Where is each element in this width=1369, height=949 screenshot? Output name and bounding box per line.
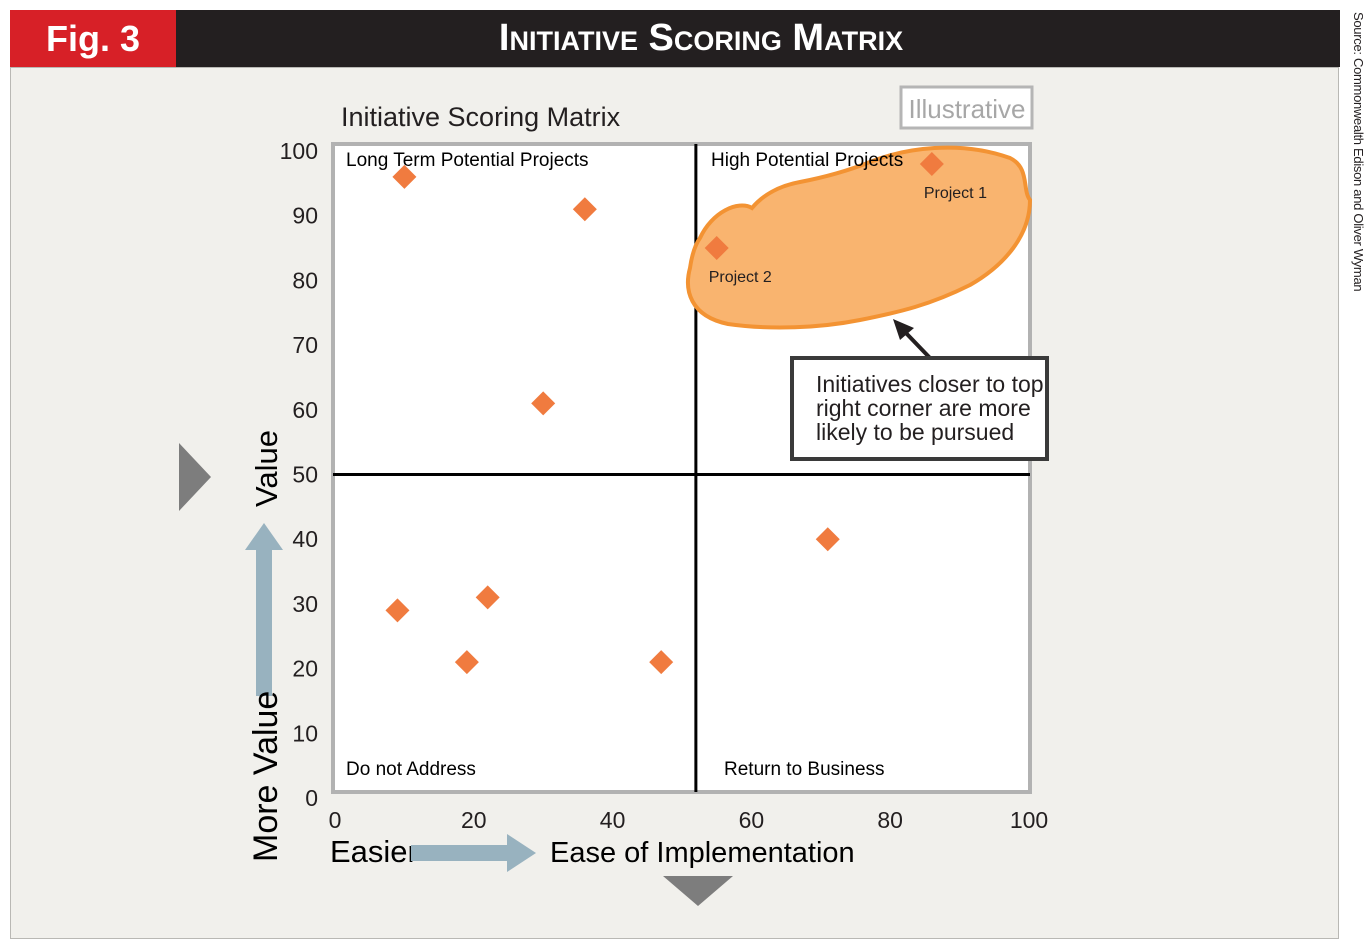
figure-number: Fig. 3 xyxy=(10,10,176,67)
y-tick-label: 40 xyxy=(292,526,318,552)
data-point-marker xyxy=(919,151,944,176)
y-tick-labels: 0 10 20 30 40 50 60 70 80 90 100 xyxy=(280,138,318,811)
data-point-marker xyxy=(815,527,840,552)
figure-banner xyxy=(10,10,1340,67)
y-tick-label: 70 xyxy=(292,332,318,358)
x-tick-labels: 0 20 40 60 80 100 xyxy=(329,807,1049,833)
y-tick-label: 0 xyxy=(305,785,318,811)
high-potential-highlight xyxy=(686,145,1033,330)
y-tick-label: 10 xyxy=(292,720,318,746)
x-tick-label: 0 xyxy=(329,807,342,833)
data-point-label: Project 1 xyxy=(924,185,987,202)
annotation-line-1: Initiatives closer to top xyxy=(816,371,1044,397)
right-arrow-icon xyxy=(507,834,536,872)
annotation-line-2: right corner are more xyxy=(816,395,1031,421)
source-credit: Source: Commonwealth Edison and Oliver W… xyxy=(1351,12,1366,292)
data-point-marker xyxy=(572,197,597,222)
data-point-marker xyxy=(704,236,729,261)
y-tick-label: 20 xyxy=(292,656,318,682)
data-points: Project 2 Project 1 xyxy=(385,151,987,675)
data-point-marker xyxy=(649,650,674,675)
data-point-marker xyxy=(475,585,500,610)
x-axis-label: Ease of Implementation xyxy=(550,837,855,869)
banner-title: Initiative Scoring Matrix xyxy=(498,17,904,59)
data-point-marker xyxy=(385,598,410,623)
pointer-right-icon xyxy=(179,443,211,511)
data-point-marker xyxy=(531,391,556,416)
y-tick-label: 90 xyxy=(292,203,318,229)
y-tick-label: 30 xyxy=(292,591,318,617)
y-arrow-shaft xyxy=(256,548,272,696)
annotation-pointer-head xyxy=(893,319,914,340)
annotation-pointer-line xyxy=(903,330,932,360)
x-tick-label: 40 xyxy=(600,807,626,833)
data-point-marker xyxy=(454,650,479,675)
quadrant-labels: Long Term Potential Projects High Potenti… xyxy=(346,150,903,780)
quadrant-label-top-right: High Potential Projects xyxy=(711,150,903,171)
quadrant-label-bottom-right: Return to Business xyxy=(724,759,885,780)
y-tick-label: 60 xyxy=(292,397,318,423)
x-tick-label: 100 xyxy=(1010,807,1048,833)
quadrant-label-top-left: Long Term Potential Projects xyxy=(346,150,589,171)
pointer-down-icon xyxy=(663,876,733,906)
y-tick-label: 80 xyxy=(292,267,318,293)
annotation-line-3: likely to be pursued xyxy=(816,419,1014,445)
illustrative-badge-box xyxy=(899,85,1034,130)
quadrant-label-bottom-left: Do not Address xyxy=(346,759,476,780)
x-arrow-shaft xyxy=(411,845,511,861)
y-tick-label: 50 xyxy=(292,462,318,488)
x-axis-easier: Easier xyxy=(330,834,418,869)
y-tick-label: 100 xyxy=(280,138,318,164)
y-axis-more-value: More Value xyxy=(247,691,285,862)
data-point-label: Project 2 xyxy=(709,269,772,286)
data-point-marker xyxy=(392,164,417,189)
y-axis-label: Value xyxy=(249,430,284,507)
up-arrow-icon xyxy=(245,523,283,550)
x-tick-label: 60 xyxy=(739,807,765,833)
chart-title: Initiative Scoring Matrix xyxy=(341,102,621,132)
illustrative-badge: Illustrative xyxy=(908,94,1025,124)
x-tick-label: 20 xyxy=(461,807,487,833)
x-tick-label: 80 xyxy=(877,807,903,833)
annotation-box xyxy=(790,356,1049,461)
